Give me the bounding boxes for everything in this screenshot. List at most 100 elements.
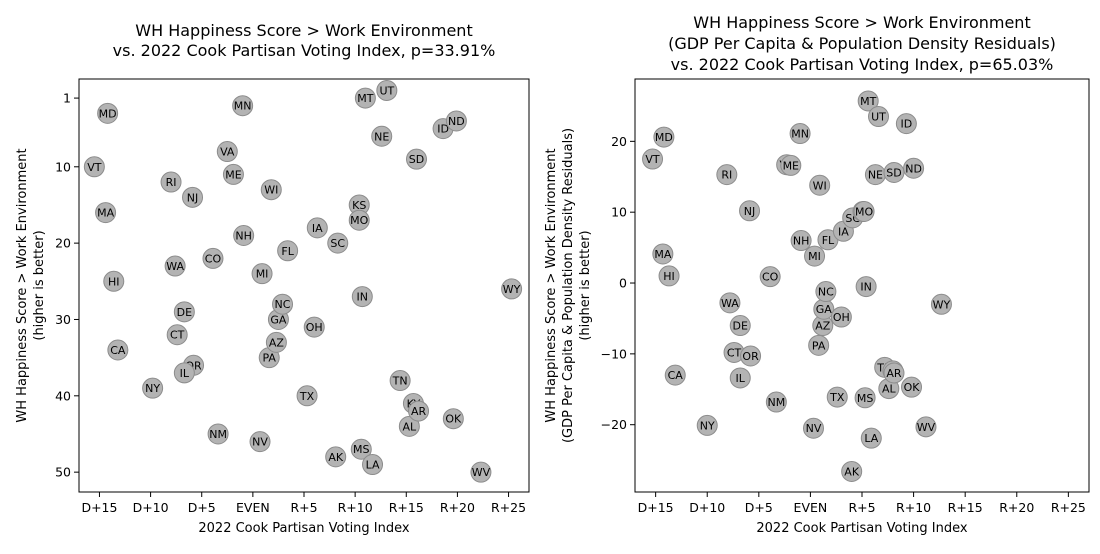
point-label: DE	[177, 306, 192, 319]
x-tick-label: R+20	[999, 500, 1034, 515]
point-marker	[803, 417, 825, 439]
point-label: AK	[844, 465, 860, 478]
point-marker	[719, 292, 741, 314]
point-marker	[883, 162, 905, 184]
y-tick-label: 20	[55, 236, 71, 251]
point-label: HI	[663, 270, 675, 283]
point-marker	[142, 377, 164, 399]
data-point-ct: CT	[166, 324, 188, 346]
point-label: AZ	[269, 336, 285, 349]
point-label: TN	[392, 375, 408, 388]
point-label: WY	[503, 283, 521, 296]
point-marker	[306, 217, 328, 239]
point-label: SD	[409, 153, 424, 166]
data-point-az: AZ	[265, 331, 287, 353]
point-marker	[442, 408, 464, 430]
data-point-ga: GA	[813, 298, 835, 320]
data-point-la: LA	[860, 427, 882, 449]
data-point-ok: OK	[442, 408, 464, 430]
data-point-tn: TN	[389, 370, 411, 392]
point-marker	[780, 154, 802, 176]
point-marker	[789, 123, 811, 145]
point-label: WA	[166, 260, 184, 273]
point-marker	[470, 461, 492, 483]
point-label: IL	[180, 367, 190, 380]
y-axis-label-line: WH Happiness Score > Work Environment	[15, 148, 30, 422]
data-point-de: DE	[729, 315, 751, 337]
y-tick-label: −10	[601, 346, 627, 361]
y-tick-label: 50	[55, 465, 71, 480]
point-marker	[160, 171, 182, 193]
point-label: IA	[838, 225, 849, 238]
point-marker	[260, 179, 282, 201]
point-marker	[790, 230, 812, 252]
point-label: MI	[808, 250, 821, 263]
data-point-or: OR	[740, 345, 762, 367]
data-point-sc: SC	[327, 232, 349, 254]
left-chart: WH Happiness Score > Work Environment vs.…	[15, 21, 530, 536]
point-marker	[740, 345, 762, 367]
y-tick-label: 1	[63, 91, 71, 106]
point-marker	[868, 106, 890, 128]
x-tick-label: R+20	[440, 500, 475, 515]
point-label: ND	[905, 162, 922, 175]
data-point-ny: NY	[696, 414, 718, 436]
data-point-nm: NM	[207, 423, 229, 445]
point-marker	[642, 148, 664, 170]
point-marker	[376, 79, 398, 101]
data-point-mt: MT	[857, 90, 879, 112]
data-point-wy: WY	[501, 278, 523, 300]
point-marker	[249, 431, 271, 453]
point-label: AR	[886, 367, 902, 380]
point-label: MN	[791, 128, 809, 141]
data-point-ms: MS	[854, 387, 876, 409]
point-label: ID	[437, 123, 449, 136]
point-label: NJ	[187, 191, 198, 204]
chart-title-line: vs. 2022 Cook Partisan Voting Index, p=6…	[671, 55, 1054, 74]
plot-area-frame	[78, 78, 530, 493]
chart-title-line: vs. 2022 Cook Partisan Voting Index, p=3…	[113, 41, 496, 60]
data-point-pa: PA	[808, 334, 830, 356]
point-marker	[857, 90, 879, 112]
data-point-de: DE	[173, 301, 195, 323]
point-label: NM	[767, 396, 785, 409]
point-marker	[408, 400, 430, 422]
point-marker	[164, 255, 186, 277]
point-marker	[354, 87, 376, 109]
data-point-ar: AR	[883, 362, 905, 384]
point-marker	[182, 186, 204, 208]
point-marker	[251, 263, 273, 285]
point-label: MS	[353, 443, 369, 456]
data-point-vt: VT	[83, 156, 105, 178]
point-label: MT	[860, 95, 876, 108]
data-point-me: ME	[780, 154, 802, 176]
x-tick-label: D+15	[81, 500, 117, 515]
point-label: GA	[816, 303, 833, 316]
data-point-ri: RI	[160, 171, 182, 193]
data-point-ia: IA	[306, 217, 328, 239]
data-point-nv: NV	[803, 417, 825, 439]
point-label: UT	[379, 84, 394, 97]
data-point-mt: MT	[354, 87, 376, 109]
y-axis-label-line: (GDP Per Capita & Population Density Res…	[561, 128, 576, 443]
point-label: IN	[860, 281, 871, 294]
point-label: IA	[312, 222, 323, 235]
y-tick-label: 20	[611, 134, 627, 149]
point-label: CT	[727, 346, 742, 359]
point-label: OH	[306, 321, 323, 334]
point-label: WI	[264, 184, 278, 197]
point-marker	[830, 306, 852, 328]
point-label: OR	[742, 350, 759, 363]
point-label: MO	[350, 214, 368, 227]
point-marker	[173, 301, 195, 323]
point-marker	[895, 113, 917, 135]
data-point-hi: HI	[103, 270, 125, 292]
data-point-nd: ND	[903, 157, 925, 179]
point-label: DE	[733, 320, 748, 333]
y-axis-label-line: (higher is better)	[578, 230, 593, 340]
y-tick-label: −20	[601, 417, 627, 432]
data-point-va: VA	[216, 141, 238, 163]
point-marker	[103, 270, 125, 292]
data-point-ak: AK	[841, 460, 863, 482]
